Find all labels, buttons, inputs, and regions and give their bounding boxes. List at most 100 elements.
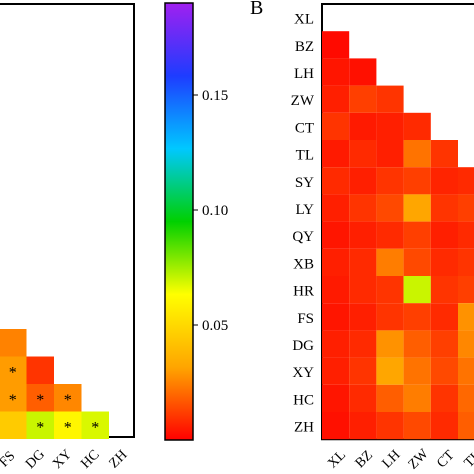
- panel-a-cell: [26, 356, 54, 384]
- panel-a-x-tick: ZH: [107, 448, 131, 472]
- panel-b-cell: [376, 248, 404, 276]
- panel-b-x-tick: ZW: [406, 446, 433, 473]
- panel-b-cell: [403, 384, 431, 412]
- panel-b-cell: [458, 330, 474, 358]
- panel-b-cell: [430, 167, 458, 195]
- colorbar-tick-label: 0.15: [202, 88, 228, 104]
- panel-b-cell: [349, 330, 377, 358]
- panel-b-cell: [349, 303, 377, 331]
- colorbar-gradient: [164, 2, 194, 441]
- panel-a-cell: [0, 384, 27, 412]
- panel-b-cell: [376, 112, 404, 140]
- panel-b-cell: [403, 412, 431, 440]
- panel-a-cell: [54, 384, 82, 412]
- panel-a-x-tick: HC: [78, 447, 102, 471]
- panel-b-cell: [458, 167, 474, 195]
- panel-b-y-tick: FS: [297, 311, 314, 327]
- panel-b-y-tick: TL: [296, 148, 314, 164]
- panel-b-y-tick: HR: [293, 284, 314, 300]
- panel-b-y-tick: LY: [296, 202, 315, 218]
- panel-b-cell: [458, 303, 474, 331]
- panel-b-y-tick: ZW: [291, 93, 315, 109]
- panel-b-y-tick: ZH: [294, 420, 314, 436]
- panel-b-cell: [376, 140, 404, 168]
- panel-b-cell: [376, 330, 404, 358]
- panel-b-cell: [376, 384, 404, 412]
- panel-b-cell: [322, 31, 350, 59]
- panel-b-cell: [458, 194, 474, 222]
- panel-a-cell: [0, 411, 27, 439]
- panel-b-cell: [376, 412, 404, 440]
- panel-b-cell: [349, 384, 377, 412]
- panel-b-x-tick: TL: [462, 448, 474, 471]
- panel-a-x-tick: FS: [0, 449, 18, 471]
- panel-b-cell: [322, 58, 350, 86]
- panel-b-y-tick: LH: [294, 66, 314, 82]
- panel-b-cell: [349, 167, 377, 195]
- significance-marker: *: [36, 419, 44, 436]
- panel-b-cell: [403, 276, 431, 304]
- panel-a: * * * * * * * FS DG XY HC ZH: [0, 3, 135, 472]
- panel-b-cell: [430, 276, 458, 304]
- panel-b-cell: [403, 194, 431, 222]
- panel-b-cell: [458, 384, 474, 412]
- panel-b-y-tick: XB: [293, 256, 314, 272]
- panel-b-cell: [430, 412, 458, 440]
- panel-b-cell: [430, 248, 458, 276]
- panel-b-cell: [430, 303, 458, 331]
- panel-b-cell: [349, 194, 377, 222]
- panel-a-cell: [0, 356, 27, 384]
- panel-b-cell: [349, 221, 377, 249]
- panel-a-x-tick: DG: [23, 447, 48, 472]
- panel-b-cell: [376, 357, 404, 385]
- panel-b-y-tick: DG: [292, 338, 314, 354]
- panel-b-cell: [403, 221, 431, 249]
- panel-b-y-tick: XY: [292, 365, 314, 381]
- significance-marker: *: [9, 392, 17, 409]
- significance-marker: *: [64, 392, 72, 409]
- panel-b-cell: [458, 221, 474, 249]
- panel-b-cell: [322, 167, 350, 195]
- significance-marker: *: [36, 392, 44, 409]
- panel-b-cell: [322, 194, 350, 222]
- panel-b-cell: [458, 248, 474, 276]
- panel-b-y-tick: XL: [294, 12, 314, 28]
- panel-b-cell: [322, 112, 350, 140]
- panel-b-y-tick: CT: [295, 120, 314, 136]
- panel-b-y-tick: HC: [293, 392, 314, 408]
- panel-b-cell: [349, 140, 377, 168]
- panel-b-cell: [322, 276, 350, 304]
- panel-b-x-tick: BZ: [353, 448, 376, 471]
- panel-b-cell: [376, 221, 404, 249]
- panel-b-cell: [349, 276, 377, 304]
- panel-b-cell: [349, 248, 377, 276]
- panel-a-cell: [0, 329, 27, 357]
- panel-b-cell: [376, 167, 404, 195]
- colorbar: 0.05 0.10 0.15: [164, 2, 228, 441]
- panel-a-cell: [81, 411, 109, 439]
- panel-b-cell: [322, 303, 350, 331]
- panel-b-cell: [403, 140, 431, 168]
- panel-b-cell: [430, 384, 458, 412]
- panel-b-cell: [376, 194, 404, 222]
- panel-b-cell: [322, 85, 350, 113]
- panel-b-y-tick: BZ: [295, 39, 314, 55]
- significance-marker: *: [64, 419, 72, 436]
- panel-b-x-tick: LH: [380, 448, 404, 472]
- panel-b-cell: [430, 357, 458, 385]
- panel-b-cell: [322, 221, 350, 249]
- panel-b-cell: [322, 330, 350, 358]
- panel-b-cell: [376, 85, 404, 113]
- panel-b-cell: [430, 140, 458, 168]
- panel-b-cell: [322, 384, 350, 412]
- panel-b-y-tick: QY: [292, 229, 314, 245]
- panel-b-cell: [322, 412, 350, 440]
- panel-b-cell: [349, 357, 377, 385]
- panel-b-label: B: [250, 0, 263, 19]
- panel-b-cell: [403, 248, 431, 276]
- panel-b-cell: [376, 276, 404, 304]
- panel-b-cell: [403, 112, 431, 140]
- panel-a-cell: [26, 411, 54, 439]
